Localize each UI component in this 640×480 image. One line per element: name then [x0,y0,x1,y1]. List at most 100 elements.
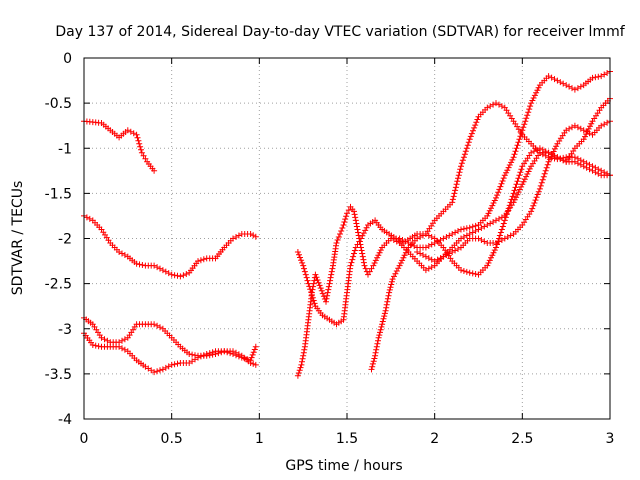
data-point-trail [472,122,479,129]
x-tick-label: 1.5 [336,431,358,447]
data-point [386,289,393,296]
data-point [379,321,386,328]
data-point-trail [551,145,558,152]
data-point-trail [130,130,137,137]
x-tick-label: 0 [80,431,89,447]
data-point [493,100,499,107]
data-point-trail [251,346,258,353]
data-point-trail [385,292,392,299]
data-point [89,342,96,348]
data-point-trail [498,103,505,110]
data-point [396,262,403,269]
data-point-trail [233,234,239,240]
data-point-trail [557,79,564,86]
data-point-trail [250,360,257,367]
data-point-trail [299,358,305,365]
data-point [133,131,140,138]
data-point-trail [384,298,391,305]
data-point-trail [543,164,550,171]
data-point [247,360,254,366]
data-point [389,276,396,283]
data-point-trail [370,358,377,365]
data-point-trail [428,264,435,271]
data-point-trail [324,289,331,296]
data-point-trail [119,345,125,352]
data-point-trail [296,251,302,258]
data-point-trail [460,234,467,240]
x-tick-label: 0.5 [161,431,183,447]
data-point [298,361,305,368]
data-point [247,231,254,237]
data-point-trail [497,229,504,236]
data-point-trail [577,157,584,164]
data-point-trail [469,223,476,230]
data-point-trail [595,73,602,80]
data-point-trail [119,250,125,257]
data-point-trail [592,164,599,171]
data-point-trail [104,337,111,344]
data-point-trail [526,106,533,113]
data-point-trail [351,250,357,257]
data-point-trail [401,252,408,259]
data-point-trail [381,310,388,317]
data-point-trail [452,184,459,191]
data-point-trail [377,247,384,254]
data-point-trail [453,181,460,188]
data-point-trail [531,200,538,206]
data-point-trail [513,181,520,188]
data-point-trail [520,124,527,131]
data-point [347,262,354,269]
data-point-trail [535,84,542,91]
data-point-trail [518,183,525,190]
data-point-trail [328,271,335,278]
data-point-trail [533,194,540,201]
data-point-trail [542,152,549,159]
data-point [337,231,343,237]
data-point-trail [162,364,169,371]
data-point [466,224,473,231]
data-point-trail [338,228,345,234]
data-point [116,343,123,350]
data-point-trail [235,232,242,239]
data-point [475,235,482,242]
data-point-trail [119,337,125,344]
data-point-trail [369,360,376,367]
data-point-trail [310,297,317,304]
data-point-trail [316,282,323,289]
data-point [536,185,543,192]
y-tick-label: -2 [58,232,72,248]
data-point [294,372,301,379]
data-point-trail [454,178,461,185]
data-point-trail [392,270,399,277]
data-point-trail [472,271,479,277]
data-point-trail [535,188,542,195]
data-point-trail [301,346,308,353]
data-point-trail [334,237,341,243]
data-point-trail [463,232,470,239]
data-point-trail [604,170,611,177]
data-point-trail [489,202,496,209]
data-point-trail [463,225,470,232]
series-track-4 [81,330,259,376]
data-point-trail [314,277,321,283]
grid [84,58,610,419]
data-point-trail [574,85,581,92]
data-point-trail [135,137,142,144]
data-point-trail [174,360,181,367]
data-point [333,240,340,246]
data-point-trail [525,109,532,116]
data-point-trail [162,268,169,275]
data-point-trail [362,227,369,234]
data-point [344,210,350,217]
data-point-trail [455,172,462,179]
data-point-trail [183,271,190,277]
data-point-trail [604,119,611,126]
data-point-trail [520,178,527,185]
y-tick-label: -3 [58,322,72,338]
series-track-7 [368,100,613,373]
data-point [563,82,570,89]
data-point-trail [514,191,521,198]
data-point [571,122,578,129]
data-point-trail [319,290,326,297]
data-point-trail [325,283,332,290]
